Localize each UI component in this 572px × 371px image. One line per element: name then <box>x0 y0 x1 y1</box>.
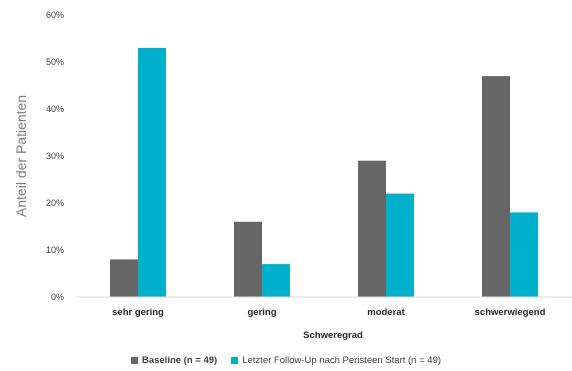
y-axis-ticks: 0% 10% 20% 30% 40% 50% 60% <box>46 10 64 302</box>
legend-item-baseline: Baseline (n = 49) <box>130 355 218 366</box>
x-category-label: moderat <box>367 307 405 318</box>
y-tick-label: 20% <box>46 198 64 208</box>
legend-item-follow-up: Letzter Follow-Up nach Peristeen Start (… <box>231 355 441 366</box>
legend-label-baseline: Baseline (n = 49) <box>141 355 218 366</box>
x-category-label: schwerwiegend <box>475 307 546 318</box>
legend-label-follow-up: Letzter Follow-Up nach Peristeen Start (… <box>242 355 442 366</box>
bar-follow-up-1 <box>262 264 290 297</box>
bar-baseline-0 <box>110 259 138 297</box>
bar-follow-up-3 <box>510 212 538 297</box>
y-tick-label: 50% <box>46 57 64 67</box>
y-tick-label: 30% <box>46 151 64 161</box>
x-category-label: gering <box>247 307 276 318</box>
bar-follow-up-0 <box>138 47 166 298</box>
y-axis-label: Anteil der Patienten <box>13 95 29 217</box>
x-category-label: sehr gering <box>112 307 164 318</box>
legend: Baseline (n = 49) Letzter Follow-Up nach… <box>0 355 572 366</box>
bars <box>110 47 538 298</box>
bar-follow-up-2 <box>386 193 414 297</box>
y-tick-label: 60% <box>46 10 64 20</box>
x-axis-categories: sehr gering gering moderat schwerwiegend <box>112 307 545 318</box>
legend-swatch-baseline <box>130 357 138 364</box>
bar-baseline-3 <box>482 76 510 297</box>
y-tick-label: 0% <box>51 292 64 302</box>
y-tick-label: 10% <box>46 245 64 255</box>
x-axis-label: Schweregrad <box>303 330 363 341</box>
legend-swatch-follow-up <box>231 357 239 364</box>
bar-baseline-2 <box>358 160 386 297</box>
y-tick-label: 40% <box>46 104 64 114</box>
bar-baseline-1 <box>234 221 262 297</box>
